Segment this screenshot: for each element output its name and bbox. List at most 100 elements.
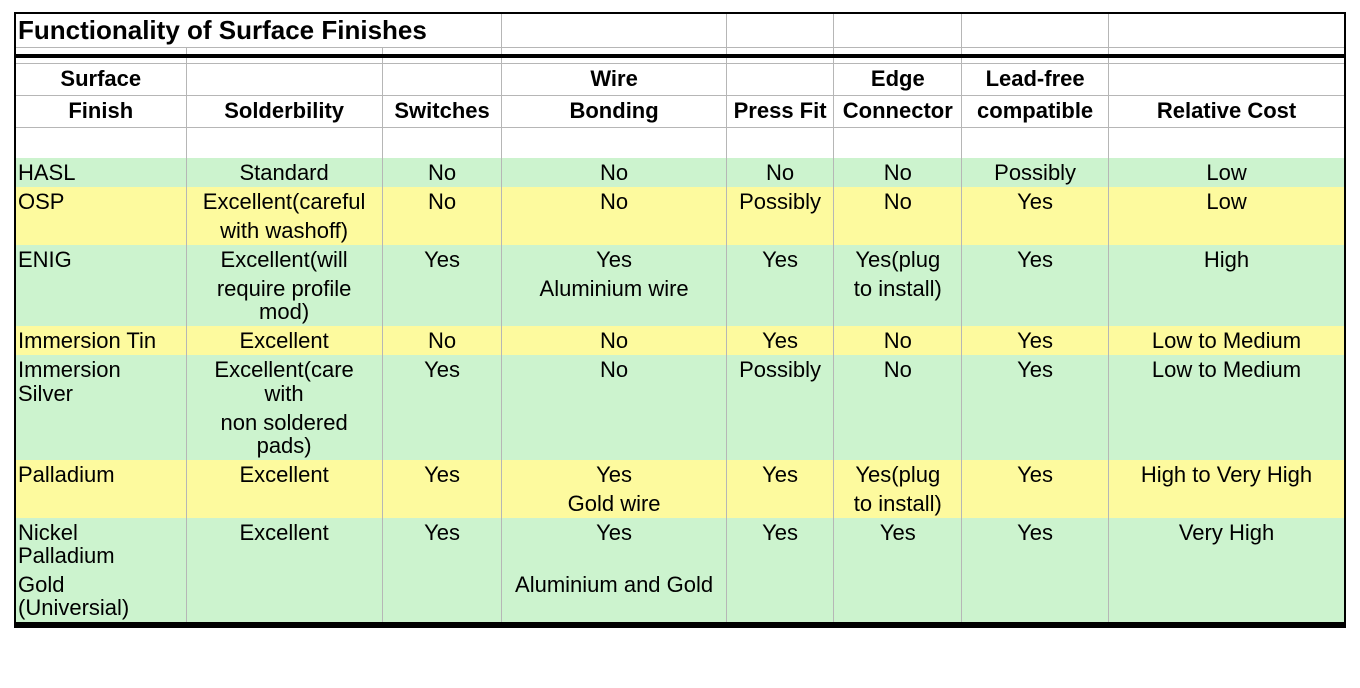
cell: Yes: [962, 245, 1109, 274]
table-row: Immersion Silver Excellent(care with Yes…: [16, 355, 1344, 407]
cell: Yes: [962, 460, 1109, 489]
title-separator: [16, 48, 1344, 56]
table-row: ENIG Excellent(will Yes Yes Yes Yes(plug…: [16, 245, 1344, 274]
cell: [16, 408, 186, 460]
col-header: Press Fit: [726, 96, 834, 128]
cell: OSP: [16, 187, 186, 216]
cell: Excellent(careful: [186, 187, 382, 216]
cell: Excellent: [186, 460, 382, 489]
col-header: [382, 64, 502, 96]
cell: Excellent(will: [186, 245, 382, 274]
cell: Yes: [502, 518, 726, 570]
cell: Aluminium and Gold: [502, 570, 726, 624]
col-header: compatible: [962, 96, 1109, 128]
cell: [962, 408, 1109, 460]
cell: Gold wire: [502, 489, 726, 518]
cell: Yes: [382, 355, 502, 407]
cell: Yes: [834, 518, 962, 570]
cell: Yes: [962, 355, 1109, 407]
cell: require profile mod): [186, 274, 382, 326]
cell: No: [502, 326, 726, 355]
table-row: require profile mod) Aluminium wire to i…: [16, 274, 1344, 326]
cell: Low: [1109, 187, 1344, 216]
table-row: HASL Standard No No No No Possibly Low: [16, 158, 1344, 187]
cell: Yes(plug: [834, 245, 962, 274]
col-header: Lead-free: [962, 64, 1109, 96]
title-row: Functionality of Surface Finishes: [16, 14, 1344, 48]
cell: Yes: [382, 245, 502, 274]
cell: [1109, 489, 1344, 518]
cell: [726, 489, 834, 518]
cell: Gold (Universial): [16, 570, 186, 624]
cell: No: [502, 355, 726, 407]
cell: [962, 216, 1109, 245]
table-frame: Functionality of Surface Finishes: [14, 12, 1346, 628]
cell: [186, 489, 382, 518]
cell: No: [834, 158, 962, 187]
cell: High: [1109, 245, 1344, 274]
cell: Immersion Silver: [16, 355, 186, 407]
cell: Yes: [726, 460, 834, 489]
cell: [834, 570, 962, 624]
cell: Aluminium wire: [502, 274, 726, 326]
cell: [382, 274, 502, 326]
cell: [834, 216, 962, 245]
cell: Yes(plug: [834, 460, 962, 489]
cell: Very High: [1109, 518, 1344, 570]
cell: No: [382, 158, 502, 187]
cell: Yes: [726, 326, 834, 355]
cell: [962, 489, 1109, 518]
cell: [1109, 570, 1344, 624]
cell: Possibly: [962, 158, 1109, 187]
cell: [1109, 216, 1344, 245]
cell: Yes: [382, 518, 502, 570]
table-row: Gold wire to install): [16, 489, 1344, 518]
cell: [726, 570, 834, 624]
col-header: Surface: [16, 64, 186, 96]
cell: with washoff): [186, 216, 382, 245]
cell: No: [834, 187, 962, 216]
cell: Standard: [186, 158, 382, 187]
cell: [16, 274, 186, 326]
cell: Low: [1109, 158, 1344, 187]
col-header: Finish: [16, 96, 186, 128]
table-row: OSP Excellent(careful No No Possibly No …: [16, 187, 1344, 216]
table-row: Immersion Tin Excellent No No Yes No Yes…: [16, 326, 1344, 355]
cell: [962, 274, 1109, 326]
cell: [502, 408, 726, 460]
cell: Yes: [962, 187, 1109, 216]
cell: No: [502, 187, 726, 216]
cell: No: [726, 158, 834, 187]
table-row: Palladium Excellent Yes Yes Yes Yes(plug…: [16, 460, 1344, 489]
header-bottom-spacer: [16, 128, 1344, 158]
header-top-spacer: [16, 56, 1344, 64]
table-title: Functionality of Surface Finishes: [16, 14, 502, 48]
cell: Excellent: [186, 518, 382, 570]
col-header: Bonding: [502, 96, 726, 128]
cell: [726, 274, 834, 326]
cell: [382, 489, 502, 518]
cell: HASL: [16, 158, 186, 187]
cell: Yes: [962, 518, 1109, 570]
cell: [382, 216, 502, 245]
cell: [726, 216, 834, 245]
cell: non soldered pads): [186, 408, 382, 460]
cell: [1109, 408, 1344, 460]
col-header: Solderbility: [186, 96, 382, 128]
table-row: Nickel Palladium Excellent Yes Yes Yes Y…: [16, 518, 1344, 570]
cell: No: [834, 326, 962, 355]
cell: Yes: [726, 518, 834, 570]
cell: Possibly: [726, 355, 834, 407]
col-header: [186, 64, 382, 96]
cell: Low to Medium: [1109, 326, 1344, 355]
cell: Yes: [502, 245, 726, 274]
col-header: Wire: [502, 64, 726, 96]
col-header: Switches: [382, 96, 502, 128]
table-row: Gold (Universial) Aluminium and Gold: [16, 570, 1344, 624]
cell: [726, 408, 834, 460]
table-row: with washoff): [16, 216, 1344, 245]
cell: No: [502, 158, 726, 187]
cell: Nickel Palladium: [16, 518, 186, 570]
cell: [16, 216, 186, 245]
surface-finishes-table: Functionality of Surface Finishes: [16, 14, 1344, 626]
